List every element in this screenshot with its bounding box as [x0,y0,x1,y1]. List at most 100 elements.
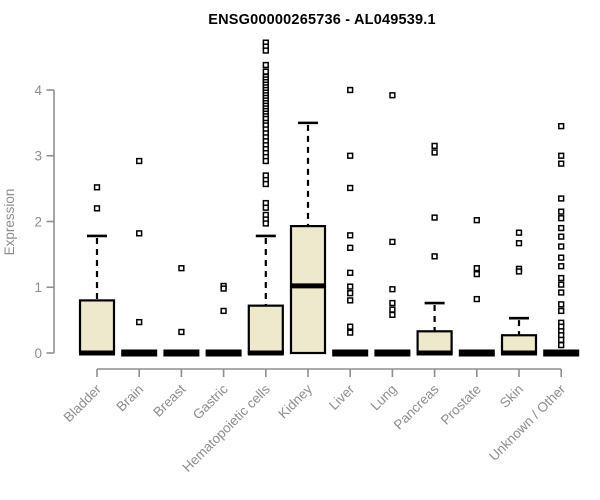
y-tick-label: 0 [34,346,42,361]
outlier-point [347,232,354,239]
outlier-point [262,68,269,75]
x-tick-label: Liver [326,381,358,413]
outlier-point [347,290,354,297]
outlier-point [389,306,396,313]
outlier-point [515,268,523,275]
x-tick-label: Kidney [275,381,315,421]
box [500,334,538,355]
outlier-point [558,123,565,130]
outlier-point [347,269,354,276]
y-tick-label: 3 [34,149,42,164]
x-tick-label: Pancreas [391,381,442,432]
boxplot-unknown-other [543,123,580,357]
x-tick-label: Bladder [61,381,105,425]
outlier-point [262,220,269,227]
collapsed-box [163,349,200,357]
chart-title: ENSG00000265736 - AL049539.1 [208,12,436,28]
outlier-point [93,205,101,212]
outlier-point [558,208,565,215]
x-tick-label: Breast [150,381,188,419]
outlier-point [515,229,523,236]
outlier-point [178,328,185,336]
outlier-point [473,265,480,272]
outlier-point [558,263,565,270]
y-tick-label: 1 [34,280,42,295]
y-axis-label: Expression [2,189,17,256]
x-tick-label: Brain [113,382,146,415]
outlier-point [473,217,480,224]
collapsed-box [543,349,580,357]
x-tick-label: Lung [368,382,400,414]
outlier-point [178,265,185,272]
outlier-point [347,283,354,290]
boxplot-hematopoietic-cells [247,39,284,356]
outlier-point [262,180,269,188]
outlier-point [262,61,269,69]
outlier-point [389,311,396,319]
x-tick-label: Prostate [438,382,484,428]
outlier-point [431,253,438,260]
x-tick-label: Skin [497,382,526,411]
boxplot-lung [374,92,411,357]
outlier-point [431,214,438,221]
outlier-point [558,224,565,232]
outlier-point [136,157,143,165]
outlier-point [347,86,354,94]
outlier-point [558,341,565,349]
y-axis: 0 1 2 3 4 [34,83,55,361]
outlier-point [558,289,565,296]
outlier-point [389,286,396,293]
boxplot-liver [332,86,369,357]
outlier-point [347,329,354,336]
boxplot-brain [121,157,158,357]
outlier-point [515,240,523,247]
outlier-point [220,285,227,292]
collapsed-box [374,349,411,357]
outlier-point [431,149,438,156]
collapsed-box [205,349,242,357]
outlier-point [93,184,101,191]
outlier-point [558,301,565,308]
outlier-point [220,307,227,315]
outlier-point [558,160,565,167]
boxplot-breast [163,265,200,357]
boxplot-pancreas [416,142,453,356]
collapsed-box [458,349,495,357]
outlier-point [389,299,396,307]
outlier-point [347,297,354,304]
x-tick-label: Gastric [190,381,231,422]
y-tick-label: 4 [34,83,42,98]
outlier-point [136,318,143,326]
outlier-point [558,254,565,261]
box [289,225,327,355]
outlier-point [558,233,565,240]
collapsed-box [121,349,158,357]
x-tick-label: Unknown / Other [486,381,569,464]
outlier-point [473,270,480,278]
outlier-point [558,336,565,344]
outlier-point [347,244,354,251]
outlier-point [262,157,269,165]
y-tick-label: 2 [34,214,42,229]
outlier-point [262,47,269,54]
boxplot-bladder [78,184,116,356]
outlier-point [136,230,143,237]
outlier-point [558,243,565,250]
box [247,304,284,355]
outlier-point [389,238,396,246]
boxplot-skin [500,229,538,356]
boxplot-prostate [458,217,495,357]
outlier-point [347,152,354,159]
outlier-point [558,152,565,159]
outlier-point [262,204,269,211]
box [416,330,453,355]
outlier-point [558,307,565,315]
plot-area [78,39,580,357]
outlier-point [389,92,396,99]
boxplot-gastric [205,282,242,357]
outlier-point [558,281,565,288]
box [78,299,116,355]
